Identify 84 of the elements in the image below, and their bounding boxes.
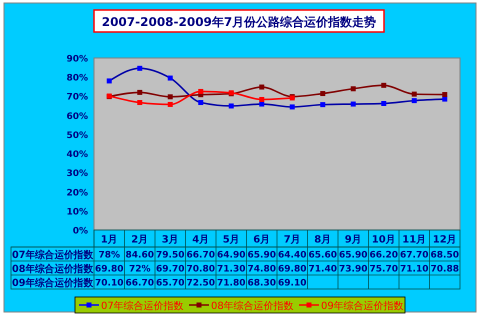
point — [168, 76, 173, 81]
data-label: 71.80 — [217, 278, 246, 288]
data-label: 66.70 — [186, 250, 215, 260]
data-label: 70.88 — [430, 264, 459, 274]
point — [381, 82, 386, 88]
point — [442, 96, 448, 102]
point — [137, 90, 142, 95]
point — [259, 96, 264, 102]
y-tick-label: 20% — [66, 188, 88, 198]
y-tick-label: 30% — [66, 169, 88, 180]
point — [228, 103, 234, 108]
x-tick-label: 11月 — [402, 234, 426, 246]
chart-title: 2007-2008-2009年7月份公路综合运价指数走势 — [102, 15, 376, 29]
data-label: 68.30 — [248, 278, 276, 288]
x-tick-label: 3月 — [162, 234, 179, 246]
data-label: 70.80 — [186, 264, 215, 274]
x-tick-label: 7月 — [284, 234, 301, 246]
data-label: 64.40 — [278, 250, 306, 260]
point — [137, 100, 142, 106]
x-tick-label: 4月 — [192, 234, 210, 246]
data-label: 75.70 — [370, 264, 398, 274]
data-label: 72% — [128, 264, 151, 274]
point — [259, 84, 264, 90]
data-label: 67.70 — [400, 250, 428, 260]
data-label: 71.30 — [217, 264, 246, 274]
data-label: 74.80 — [248, 264, 276, 274]
data-label: 64.90 — [217, 250, 246, 260]
point — [350, 102, 356, 107]
data-label: 70.10 — [95, 278, 124, 288]
x-tick-label: 9月 — [344, 234, 362, 246]
point — [168, 102, 173, 107]
x-tick-label: 10月 — [372, 234, 396, 246]
point — [106, 78, 112, 84]
text: 08年综合运价指数 — [12, 264, 96, 275]
data-label: 66.20 — [370, 250, 398, 260]
y-tick-label: 50% — [66, 130, 88, 141]
point — [259, 102, 264, 107]
data-label: 69.80 — [278, 264, 306, 274]
x-tick-label: 6月 — [253, 234, 270, 246]
x-tick-label: 12月 — [432, 234, 457, 246]
x-tick-label: 5月 — [222, 234, 240, 246]
data-label: 78% — [98, 250, 120, 260]
x-tick-label: 1月 — [100, 234, 118, 246]
data-label: 69.70 — [156, 264, 184, 274]
y-tick-label: 10% — [66, 207, 88, 218]
data-label: 73.90 — [339, 264, 368, 274]
data-label: 69.80 — [95, 264, 124, 274]
point — [412, 92, 417, 97]
point — [350, 86, 356, 92]
text: 07年综合运价指数 — [12, 250, 96, 261]
data-label: 65.90 — [248, 250, 276, 260]
data-label: 69.10 — [278, 278, 306, 288]
point — [320, 102, 326, 108]
y-tick-label: 80% — [66, 74, 88, 84]
data-label: 71.40 — [308, 264, 337, 274]
data-label: 72.50 — [186, 278, 215, 288]
point — [198, 100, 204, 106]
point — [412, 98, 417, 104]
y-tick-label: 0% — [72, 226, 88, 236]
legend-label: 08年综合运价指数 — [211, 300, 294, 312]
y-tick-label: 70% — [66, 92, 88, 103]
point — [290, 104, 295, 110]
data-label: 65.70 — [156, 278, 184, 288]
point — [442, 92, 448, 98]
point — [381, 100, 386, 106]
point — [320, 91, 326, 96]
data-label: 84.60 — [126, 250, 154, 260]
x-tick-label: 2月 — [131, 234, 148, 246]
data-label: 65.60 — [308, 250, 337, 260]
text: 09年综合运价指数 — [12, 278, 96, 289]
x-tick-label: 8月 — [314, 234, 332, 246]
y-tick-label: 90% — [66, 54, 88, 64]
legend-label: 09年综合运价指数 — [321, 300, 404, 312]
data-label: 68.50 — [430, 250, 459, 260]
point — [198, 88, 204, 94]
data-label: 65.90 — [339, 250, 368, 260]
data-label: 66.70 — [126, 278, 154, 288]
data-label: 71.10 — [400, 264, 428, 274]
point — [137, 66, 142, 71]
y-tick-label: 60% — [66, 112, 88, 122]
data-label: 79.50 — [156, 250, 184, 260]
y-tick-label: 40% — [66, 150, 88, 160]
legend-label: 07年综合运价指数 — [101, 300, 184, 312]
point — [168, 94, 173, 100]
